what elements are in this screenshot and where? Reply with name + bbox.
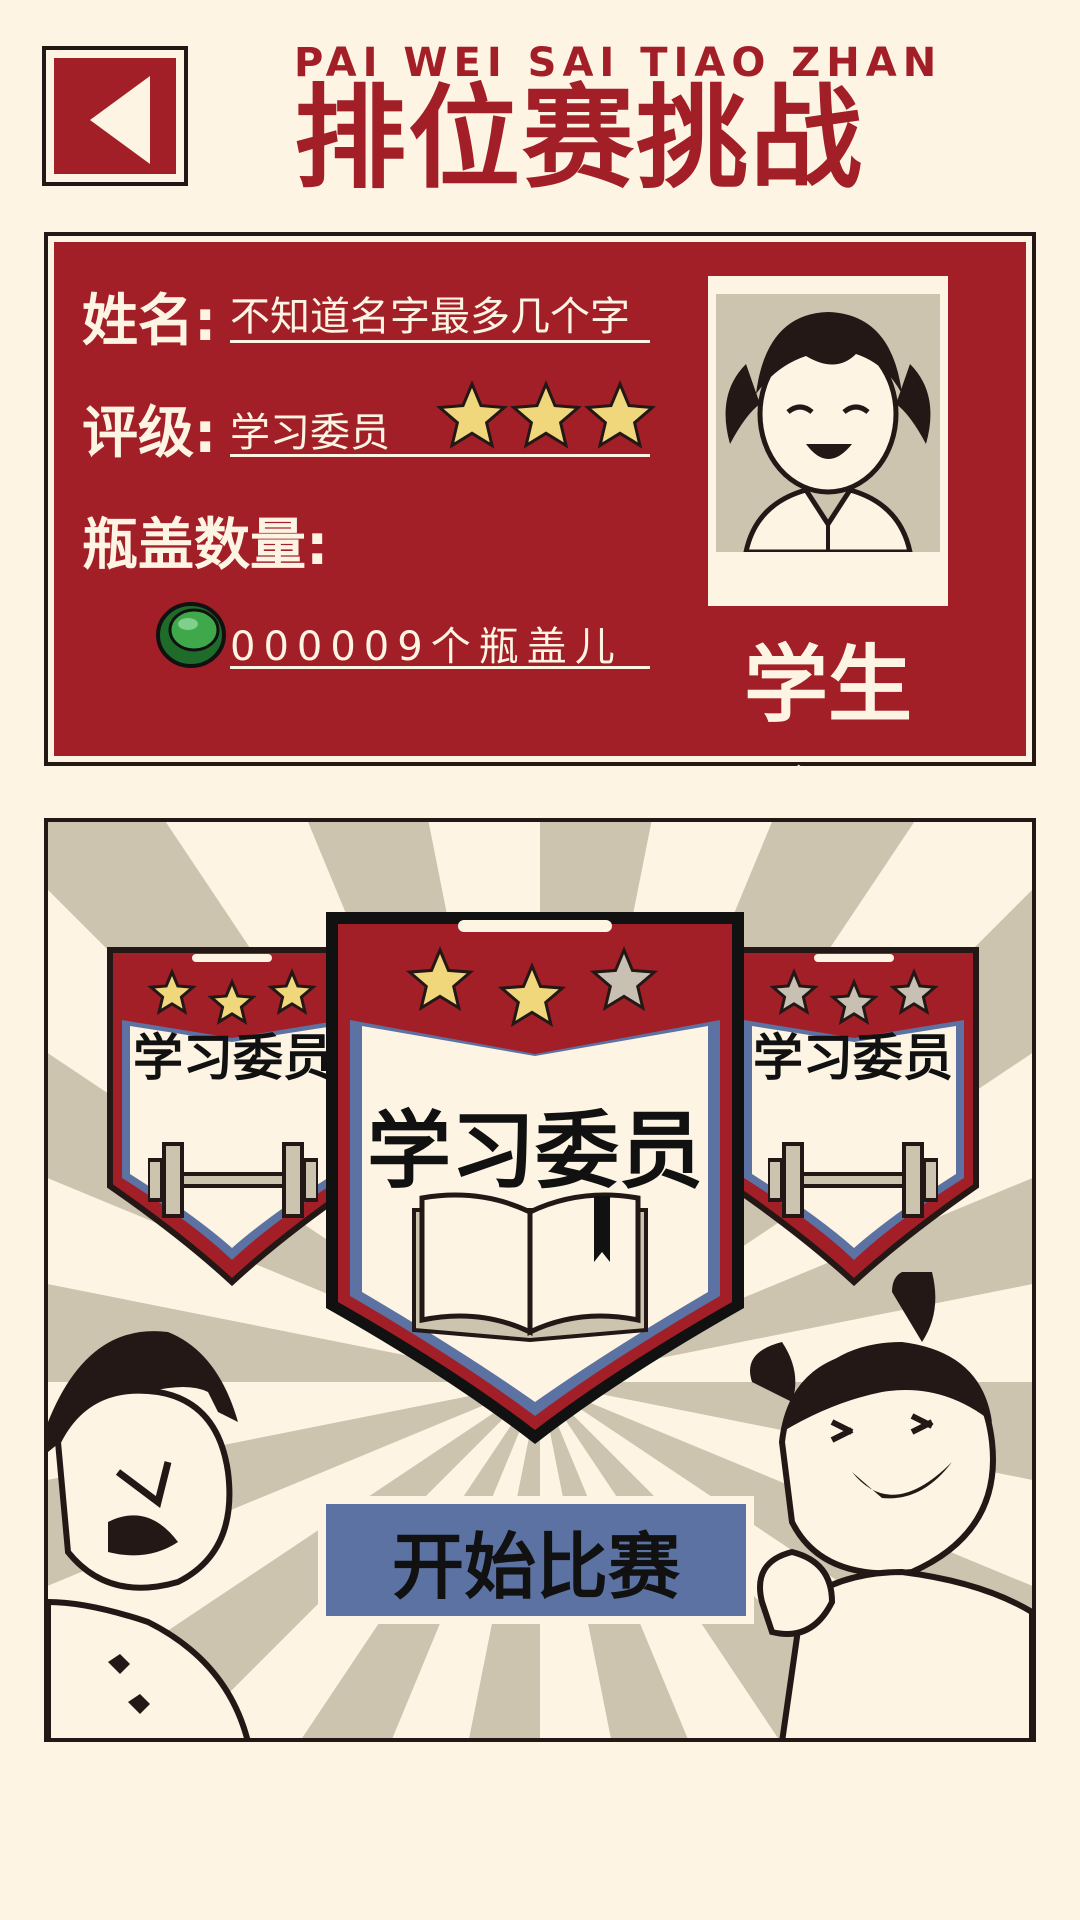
star-icon [589,946,659,1012]
rank-underline [230,454,650,457]
ranked-arena: 学习委员 学习委员 学习委员 [44,818,1036,1742]
start-match-button[interactable]: 开始比赛 [318,1496,754,1624]
star-icon [497,962,567,1028]
star-icon [769,968,819,1015]
girl-character [750,1272,1032,1738]
page-title: 排位赛挑战 [294,74,864,204]
page-subtitle: PAI WEI SAI TIAO ZHAN [294,40,943,86]
rank-value: 学习委员 [230,410,390,456]
boy-character [48,1331,250,1738]
caps-label: 瓶盖数量: [82,513,329,578]
back-triangle-icon [90,76,150,164]
start-match-label: 开始比赛 [391,1524,680,1609]
right-badge-label: 学习委员 [753,1029,953,1087]
left-badge-label: 学习委员 [133,1029,333,1087]
rank-badge-right[interactable] [724,946,984,1286]
star-icon [207,978,257,1025]
caps-value: 000009个瓶盖儿 [230,624,623,670]
student-card: 姓名: 不知道名字最多几个字 评级: 学习委员 瓶盖数量: 000009个瓶盖儿 [44,232,1036,855]
caps-underline [230,666,650,669]
open-book-icon [412,1192,648,1343]
star-icon [147,968,197,1015]
rank-label: 评级: [82,401,217,466]
name-value: 不知道名字最多几个字 [230,294,630,340]
center-badge-label: 学习委员 [366,1102,703,1200]
name-underline [230,340,650,343]
star-icon [829,978,879,1025]
back-button[interactable] [42,46,188,186]
dumbbell-icon [148,1142,318,1218]
bottle-cap-icon [156,602,226,668]
sunburst-ray [540,1382,688,1738]
star-icon [435,380,509,449]
star-icon [583,380,657,449]
rank-stars [435,380,657,449]
star-icon [509,380,583,449]
student-photo [708,276,948,606]
star-icon [889,968,939,1015]
name-label: 姓名: [82,289,217,354]
star-icon [267,968,317,1015]
student-avatar [725,312,931,552]
dumbbell-icon [768,1142,938,1218]
star-icon [405,946,475,1012]
